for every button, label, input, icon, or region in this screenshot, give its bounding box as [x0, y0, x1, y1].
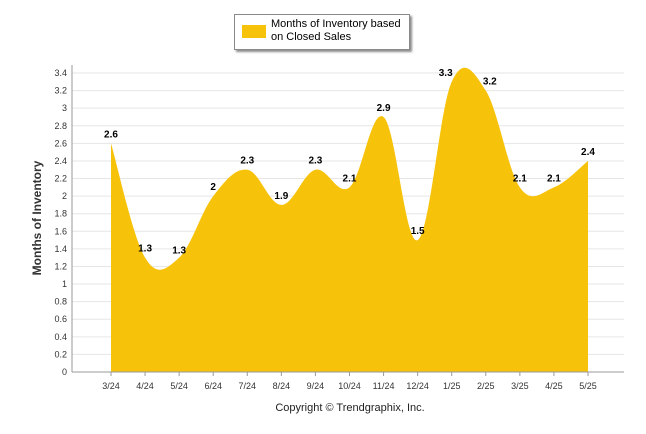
x-tick-label: 10/24: [338, 381, 361, 391]
y-tick-label: 0.6: [54, 314, 67, 324]
y-tick-label: 3: [62, 103, 67, 113]
data-label: 2.3: [240, 156, 254, 167]
x-tick-label: 4/25: [545, 381, 563, 391]
x-tick-label: 2/25: [477, 381, 495, 391]
y-tick-label: 1: [62, 279, 67, 289]
x-tick-label: 12/24: [406, 381, 429, 391]
x-tick-label: 11/24: [373, 381, 395, 391]
y-tick-label: 0.2: [54, 349, 67, 359]
legend: Months of Inventory based on Closed Sale…: [234, 14, 410, 50]
data-label: 1.3: [138, 244, 152, 255]
x-tick-labels: 3/24 4/24 5/24 6/24 7/24 8/24 9/24 10/24 11/24 12…: [102, 372, 597, 391]
data-label: 2: [210, 182, 216, 193]
y-tick-label: 3.2: [54, 86, 67, 96]
area-fill: [111, 67, 588, 372]
y-axis-label: Months of Inventory: [30, 160, 44, 275]
x-tick-label: 5/25: [579, 381, 597, 391]
y-tick-label: 0.8: [54, 297, 67, 307]
x-tick-label: 8/24: [273, 381, 291, 391]
copyright-text: Copyright © Trendgraphix, Inc.: [275, 402, 425, 414]
y-tick-label: 2.8: [54, 121, 67, 131]
y-tick-label: 0: [62, 367, 67, 377]
y-tick-label: 2.6: [54, 138, 67, 148]
data-label: 1.9: [274, 191, 288, 202]
x-tick-label: 7/24: [239, 381, 257, 391]
y-tick-label: 3.4: [54, 68, 67, 78]
y-tick-label: 2.2: [54, 174, 67, 184]
y-tick-label: 0.4: [54, 332, 67, 342]
y-tick-label: 1.2: [54, 261, 67, 271]
y-tick-label: 1.4: [54, 244, 67, 254]
area-series: [111, 67, 588, 372]
y-tick-label: 2.4: [54, 156, 67, 166]
x-tick-label: 1/25: [443, 381, 461, 391]
y-tick-label: 1.6: [54, 226, 67, 236]
data-label: 2.3: [308, 156, 322, 167]
data-label: 2.1: [547, 173, 561, 184]
data-label: 3.2: [483, 77, 497, 88]
data-label: 3.3: [439, 68, 453, 79]
data-labels: 2.6 1.3 1.3 2 2.3 1.9 2.3 2.1 2.9 1.5 3.3 3.2 2.1 2.1…: [104, 68, 595, 257]
data-label: 2.1: [343, 173, 357, 184]
data-label: 2.4: [581, 147, 595, 158]
x-tick-label: 3/25: [511, 381, 529, 391]
x-tick-label: 9/24: [307, 381, 325, 391]
legend-label: Months of Inventory based on Closed Sale…: [271, 18, 401, 43]
x-tick-label: 3/24: [102, 381, 120, 391]
y-tick-label: 1.8: [54, 209, 67, 219]
x-tick-label: 5/24: [170, 381, 188, 391]
axes: [71, 65, 624, 373]
data-label: 1.3: [172, 246, 186, 257]
legend-swatch: [242, 25, 266, 38]
x-tick-label: 4/24: [136, 381, 154, 391]
data-label: 2.6: [104, 129, 118, 140]
y-tick-labels: 0 0.2 0.4 0.6 0.8 1 1.2 1.4 1.6 1.8 2 2.2 2.4 2.6 2.8 3…: [54, 68, 67, 377]
data-label: 1.5: [411, 226, 425, 237]
y-tick-label: 2: [62, 191, 67, 201]
data-label: 2.9: [377, 103, 391, 114]
data-label: 2.1: [513, 173, 527, 184]
x-tick-label: 6/24: [204, 381, 222, 391]
